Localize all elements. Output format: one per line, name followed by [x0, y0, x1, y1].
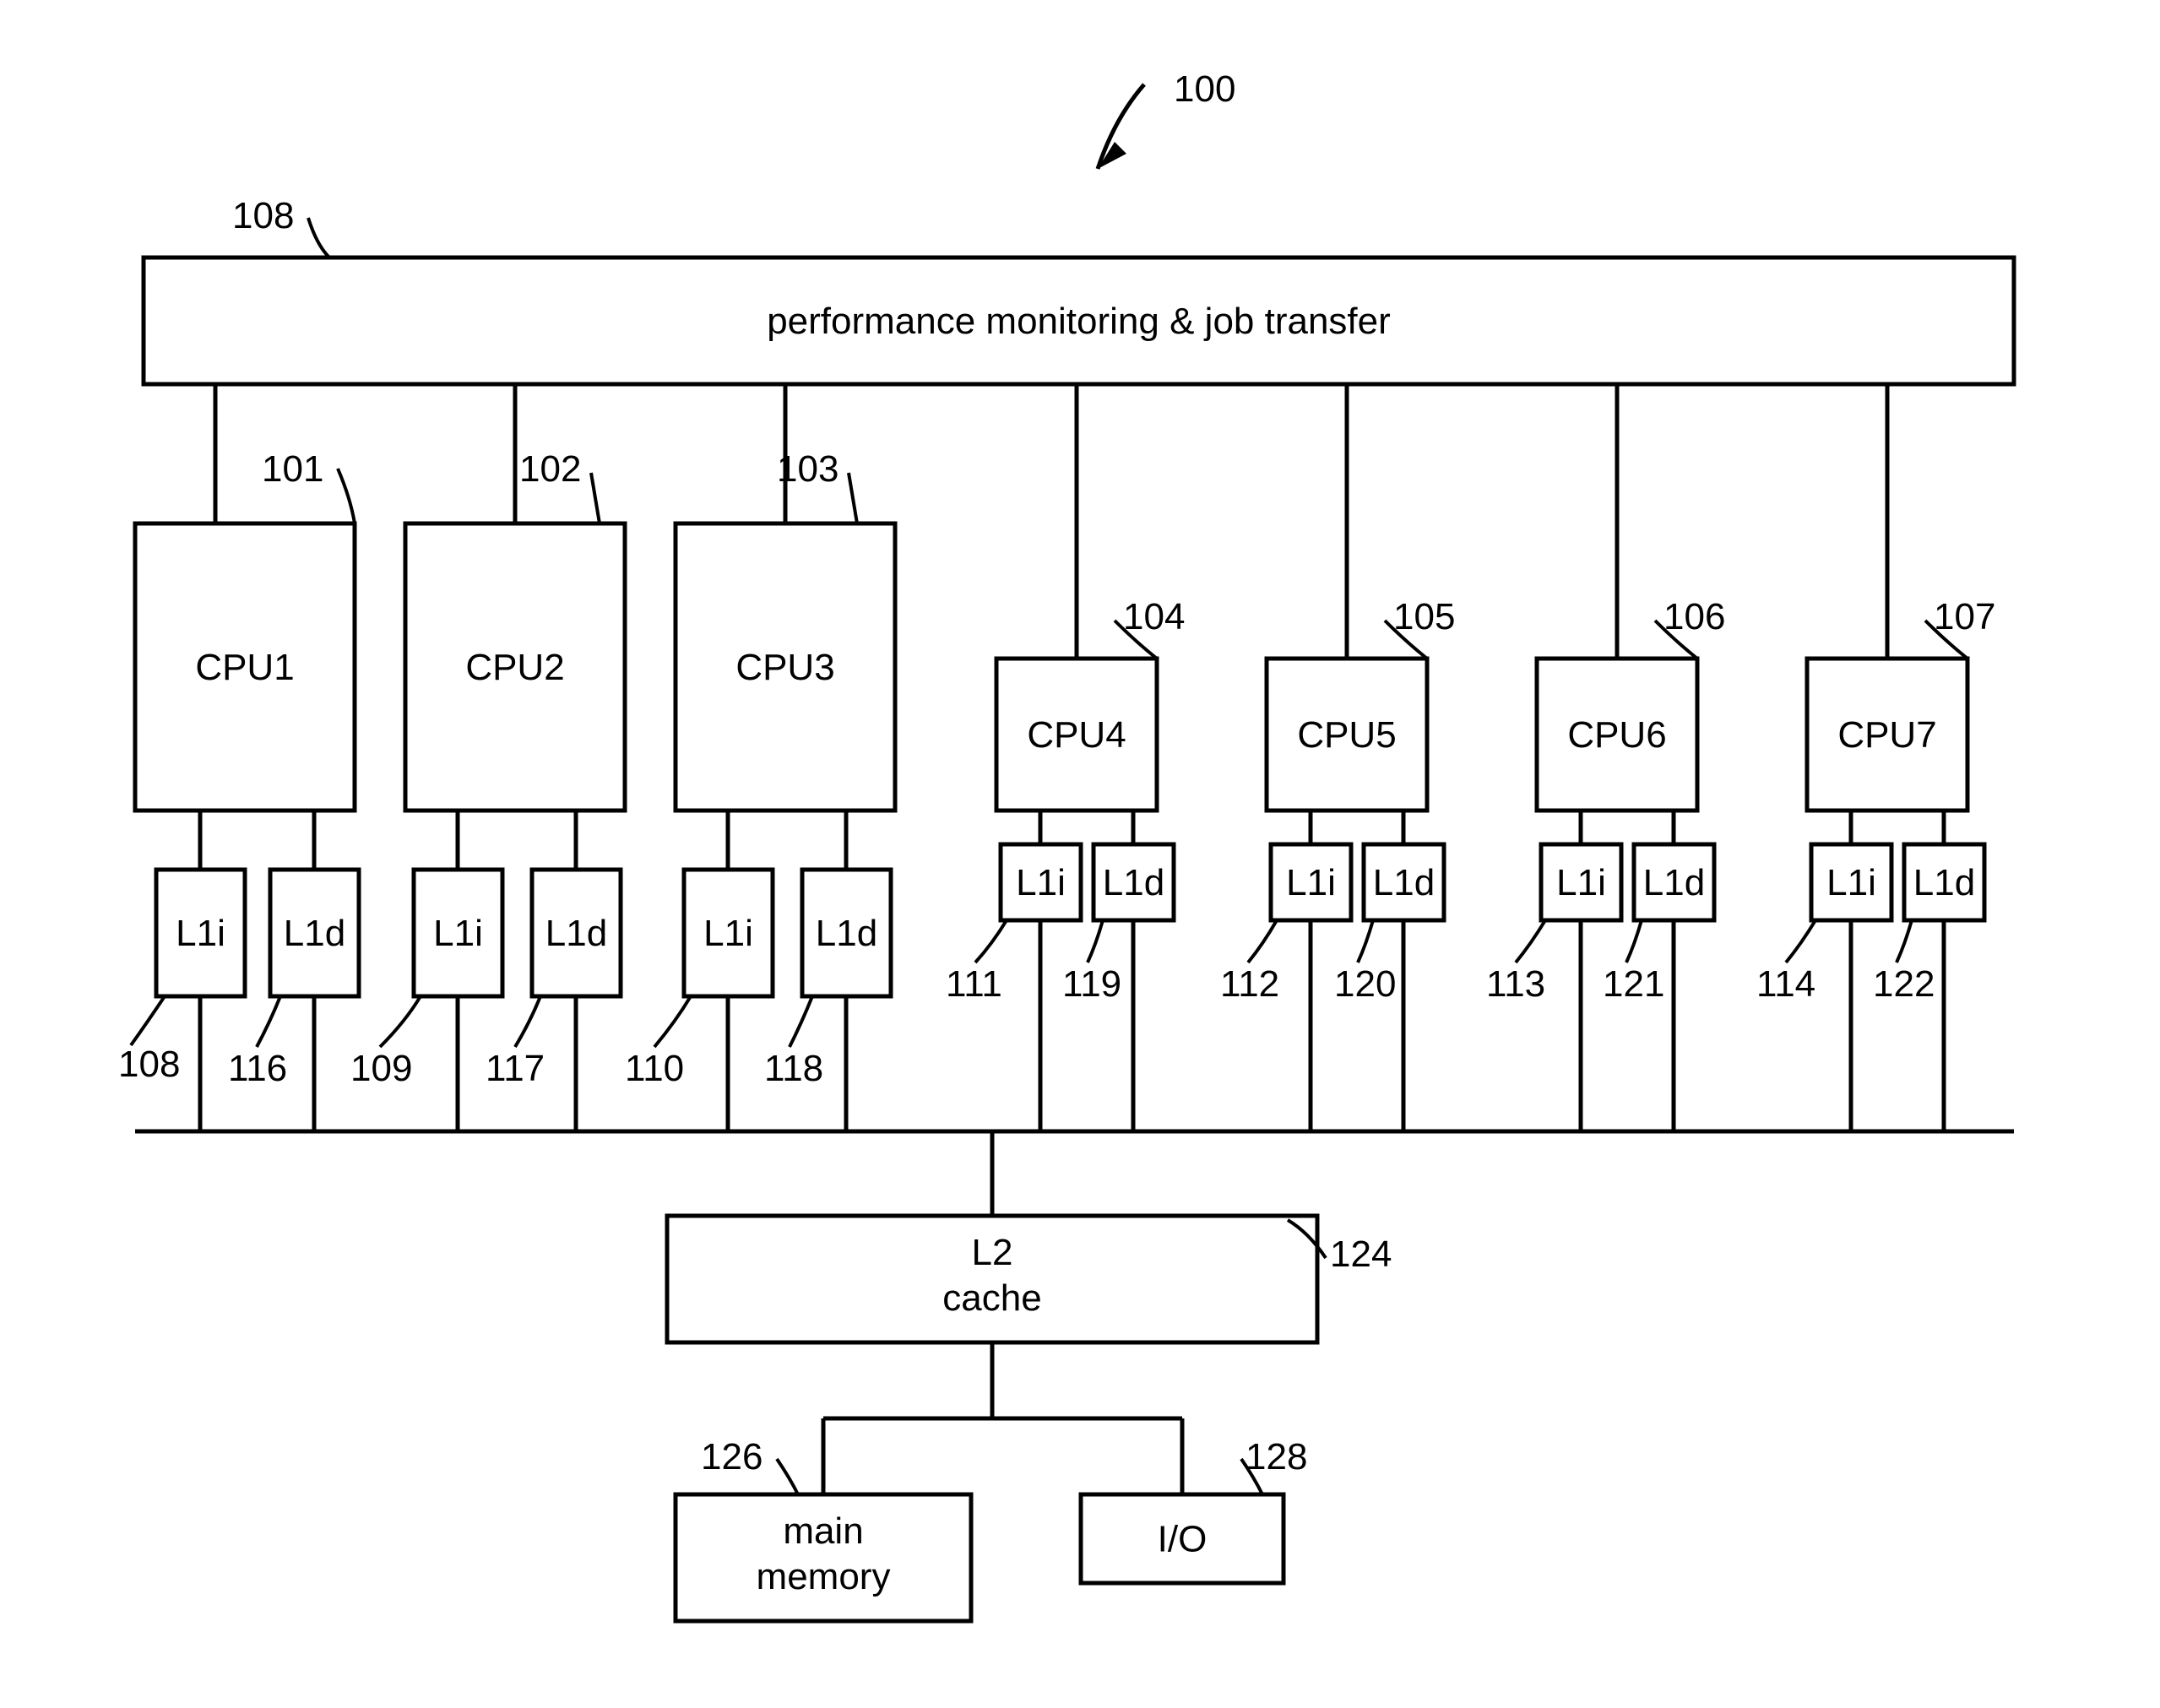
l1i-4-label: L1i: [1016, 862, 1066, 903]
l1i-6-label: L1i: [1556, 862, 1606, 903]
l1d-4-label: L1d: [1103, 862, 1164, 903]
l1d-4-ref: 119: [1062, 963, 1121, 1005]
l1i-7-label: L1i: [1826, 862, 1876, 903]
l1d-3-ref: 118: [764, 1048, 823, 1089]
l1i-2-ref: 109: [350, 1048, 412, 1089]
l1d-6-ref: 121: [1603, 963, 1664, 1005]
l1i-5-label: L1i: [1286, 862, 1336, 903]
l1d-6-label: L1d: [1643, 862, 1705, 903]
cpu4-ref: 104: [1123, 596, 1185, 637]
mem-ref: 126: [701, 1436, 763, 1478]
l1d-5-label: L1d: [1373, 862, 1435, 903]
l1d-7-label: L1d: [1913, 862, 1975, 903]
cpu6-label: CPU6: [1567, 714, 1666, 756]
cpu3-label: CPU3: [735, 647, 834, 688]
pm-ref: 108: [232, 195, 294, 236]
l1d-2-ref: 117: [486, 1048, 545, 1089]
cpu1-ref: 101: [262, 448, 323, 490]
cpu4-label: CPU4: [1027, 714, 1126, 756]
l1i-3-label: L1i: [703, 913, 753, 954]
cpu2-label: CPU2: [465, 647, 564, 688]
mem-label2: memory: [757, 1556, 891, 1597]
l2-label2: cache: [942, 1277, 1041, 1319]
l1d-1-ref: 116: [228, 1048, 287, 1089]
cpu5-label: CPU5: [1297, 714, 1396, 756]
l1d-3-label: L1d: [816, 913, 877, 954]
l1d-5-ref: 120: [1334, 963, 1396, 1005]
l1i-3-ref: 110: [625, 1048, 684, 1089]
cpu2-ref: 102: [519, 448, 581, 490]
l1d-7-ref: 122: [1873, 963, 1935, 1005]
cpu1-label: CPU1: [195, 647, 294, 688]
pm-label: performance monitoring & job transfer: [767, 301, 1391, 342]
cpu5-ref: 105: [1393, 596, 1455, 637]
l1i-2-label: L1i: [433, 913, 483, 954]
l1i-6-ref: 113: [1486, 963, 1545, 1005]
cpu6-ref: 106: [1663, 596, 1725, 637]
l1i-7-ref: 114: [1756, 963, 1815, 1005]
l1i-1-label: L1i: [176, 913, 225, 954]
mem-label1: main: [783, 1510, 863, 1552]
l2-label1: L2: [972, 1232, 1013, 1273]
l1i-4-ref: 111: [946, 963, 1002, 1005]
cpu7-label: CPU7: [1837, 714, 1936, 756]
io-ref: 128: [1246, 1436, 1307, 1478]
cpu3-ref: 103: [777, 448, 838, 490]
block-diagram: 100 performance monitoring & job transfer…: [0, 0, 2160, 1708]
l1d-1-label: L1d: [284, 913, 345, 954]
figure-ref: 100: [1174, 68, 1235, 110]
io-label: I/O: [1158, 1519, 1208, 1560]
l1i-5-ref: 112: [1220, 963, 1279, 1005]
l1d-2-label: L1d: [545, 913, 607, 954]
cpu7-ref: 107: [1934, 596, 1995, 637]
l2-ref: 124: [1330, 1234, 1392, 1275]
l1i-1-ref: 108: [118, 1044, 180, 1085]
